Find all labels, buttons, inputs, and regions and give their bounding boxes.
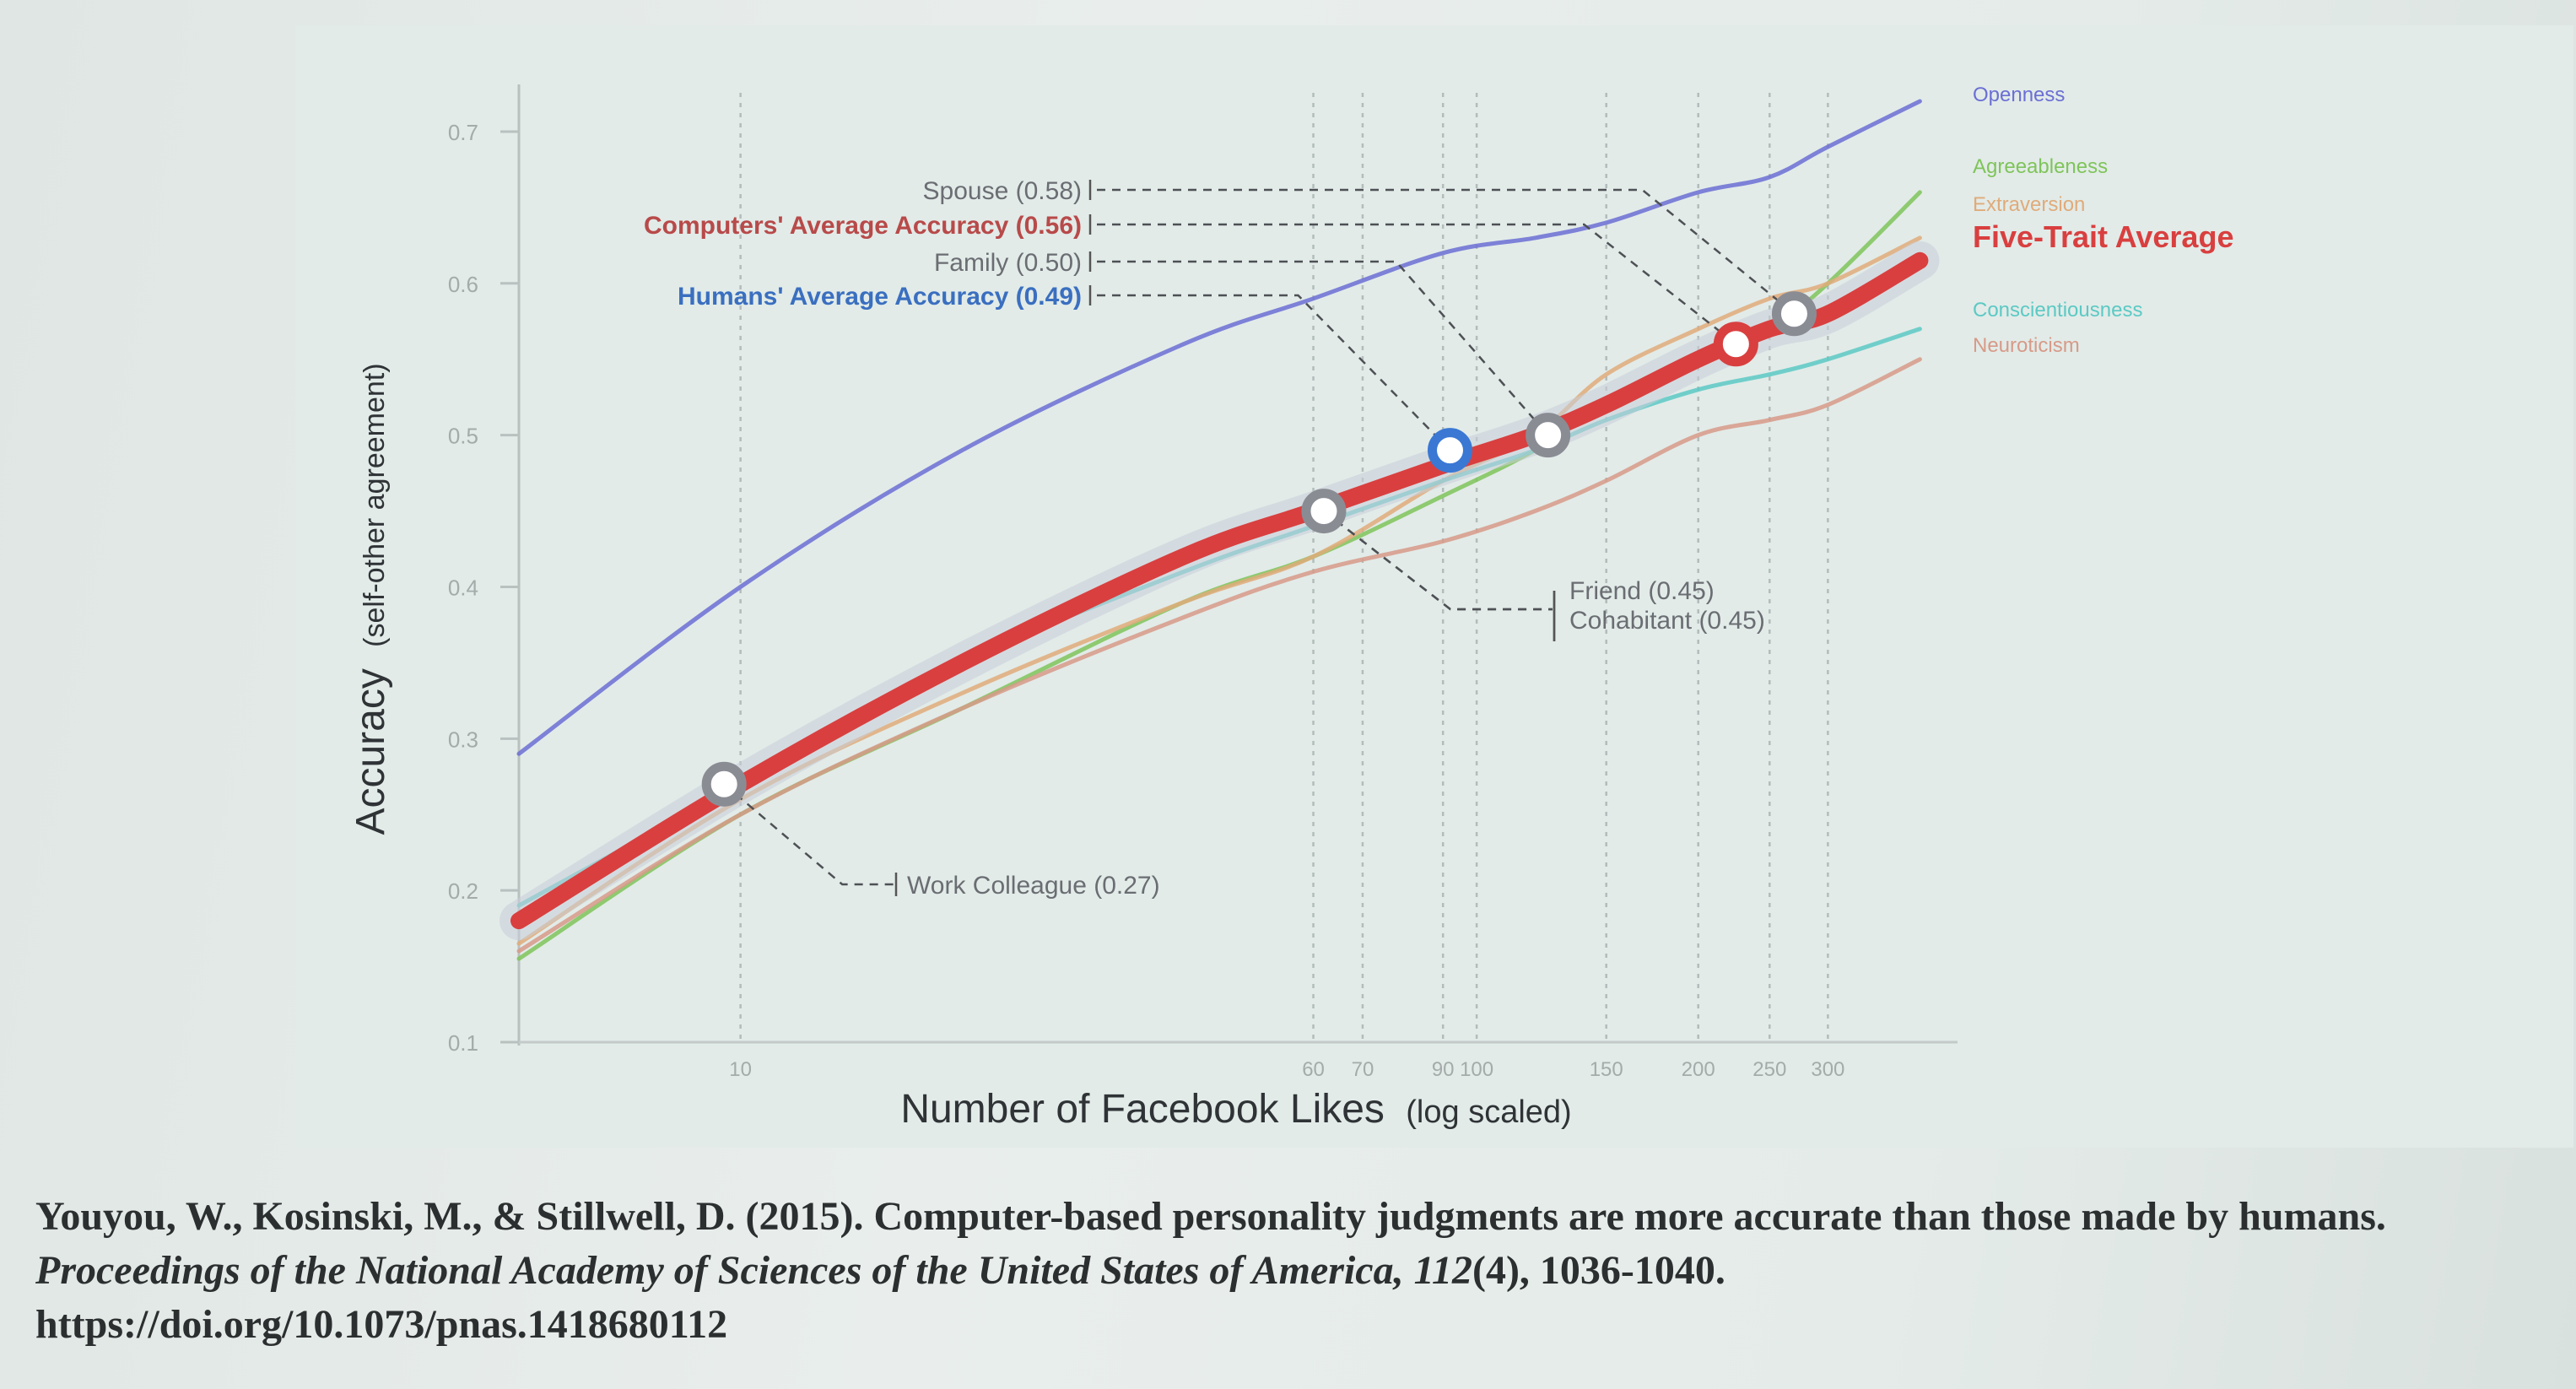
citation-journal: Proceedings of the National Academy of S… [35,1248,1472,1293]
series-line-five-trait-average [510,251,1929,930]
marker-label-spouse-0-58: Spouse (0.58) [923,177,1082,205]
citation-issue-pages: (4), 1036-1040. [1472,1248,1725,1293]
legend-label-neuroticism: Neuroticism [1973,334,2080,357]
x-tick-label: 100 [1460,1058,1493,1081]
x-axis-title: Number of Facebook Likes (log scaled) [900,1087,1571,1132]
x-tick-label: 150 [1590,1058,1623,1081]
leader-line [1097,188,1796,315]
marker-label-humans-average-accuracy-0-49: Humans' Average Accuracy (0.49) [678,283,1082,311]
marker-label-computers-average-accuracy-0-56: Computers' Average Accuracy (0.56) [644,212,1082,240]
x-axis-label: Number of Facebook Likes [900,1087,1385,1132]
x-tick-label: 200 [1682,1058,1715,1081]
x-tick-label: 10 [729,1058,752,1081]
series-line-neuroticism [516,357,1922,954]
marker-label-work-colleague-0-27: Work Colleague (0.27) [907,872,1160,900]
legend-label-agreeableness: Agreeableness [1973,155,2108,178]
legend-label-conscientiousness: Conscientiousness [1973,299,2142,322]
legend-label-openness: Openness [1973,84,2065,106]
x-tick-label: 60 [1302,1058,1325,1081]
leader-line [1097,260,1549,436]
citation-authors: Youyou, W., Kosinski, M., & Stillwell, D… [35,1194,2386,1239]
y-axis-title: Accuracy (self-other agreement) [348,363,393,835]
marker-label-cohabitant-0-45: Cohabitant (0.45) [1569,607,1765,635]
x-tick-label: 90 [1432,1058,1455,1081]
leader-line [1097,294,1451,451]
x-axis-note: (log scaled) [1406,1094,1571,1130]
marker-point [1713,322,1758,367]
marker-point [1301,489,1347,534]
marker-label-friend-0-45: Friend (0.45) [1569,577,1715,605]
marker-point [1526,413,1571,458]
marker-point [701,761,747,807]
y-tick-label: 0.7 [448,120,478,145]
citation-doi[interactable]: https://doi.org/10.1073/pnas.1418680112 [35,1302,728,1347]
legend-label-five-trait-average: Five-Trait Average [1973,219,2233,254]
y-tick-label: 0.5 [448,424,478,449]
y-axis-label: Accuracy [348,668,393,835]
accuracy-line-chart: 0.1 0.2 0.3 0.4 0.5 0.6 0.7 10 60 70 90 100 150 200 25… [348,84,2233,1132]
y-axis-note: (self-other agreement) [359,363,391,646]
marker-label-family-0-50: Family (0.50) [934,249,1082,277]
y-tick-label: 0.6 [448,272,478,297]
plot-background [295,25,2573,1148]
series-line-openness [516,99,1922,756]
y-tick-label: 0.4 [448,575,478,600]
x-tick-label: 300 [1811,1058,1844,1081]
x-tick-label: 250 [1752,1058,1786,1081]
leader-line [723,783,894,886]
legend-label-extraversion: Extraversion [1973,193,2085,216]
leader-line [1097,223,1737,345]
marker-point [1771,291,1817,337]
leader-line [1323,510,1553,611]
marker-point [1428,428,1473,473]
y-tick-label: 0.1 [448,1030,478,1056]
y-tick-label: 0.2 [448,878,478,904]
citation: Youyou, W., Kosinski, M., & Stillwell, D… [35,1190,2541,1352]
x-tick-label: 70 [1352,1058,1374,1081]
y-tick-label: 0.3 [448,727,478,752]
